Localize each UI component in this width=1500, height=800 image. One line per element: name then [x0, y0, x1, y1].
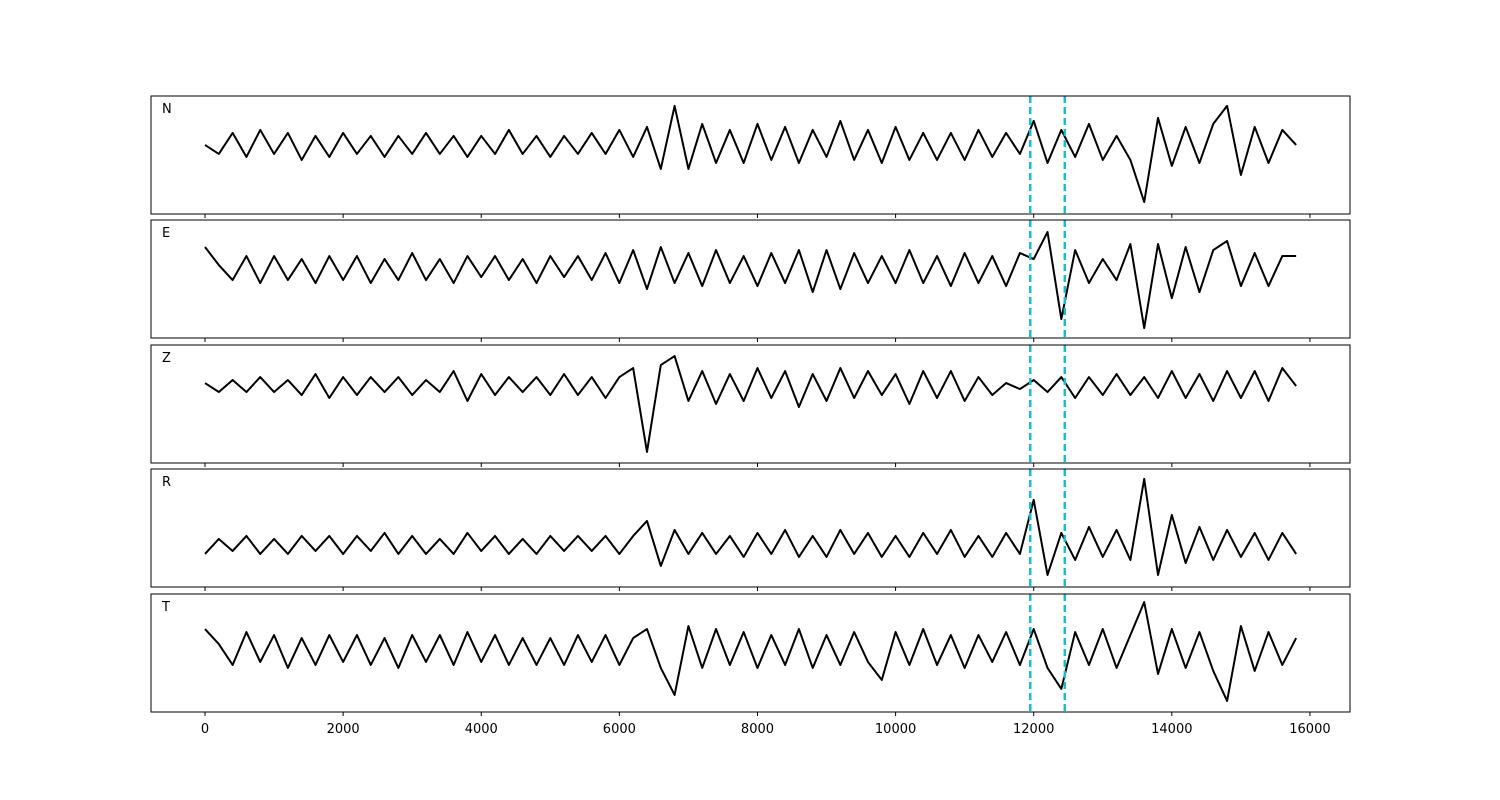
panel-frame	[150, 593, 1351, 713]
x-tick-label: 8000	[741, 722, 774, 737]
panel-label: E	[162, 226, 170, 241]
panel-frame	[150, 468, 1351, 588]
x-tick-label: 16000	[1289, 722, 1330, 737]
x-tick-label: 2000	[327, 722, 360, 737]
panel-frame	[150, 219, 1351, 339]
panel-label: N	[162, 102, 172, 117]
trace	[204, 104, 1297, 203]
x-tick-label: 4000	[465, 722, 498, 737]
x-tick-label: 14000	[1151, 722, 1192, 737]
trace	[204, 231, 1297, 330]
panel-frame	[150, 95, 1351, 215]
panel-frame	[150, 344, 1351, 464]
panel-label: Z	[162, 351, 171, 366]
x-tick-label: 10000	[875, 722, 916, 737]
panel-label: T	[161, 600, 170, 615]
trace	[204, 477, 1297, 576]
x-tick-label: 0	[201, 722, 209, 737]
x-tick-label: 12000	[1013, 722, 1054, 737]
trace	[204, 355, 1297, 453]
panel-label: R	[162, 475, 171, 490]
x-tick-label: 6000	[603, 722, 636, 737]
trace	[204, 601, 1298, 702]
